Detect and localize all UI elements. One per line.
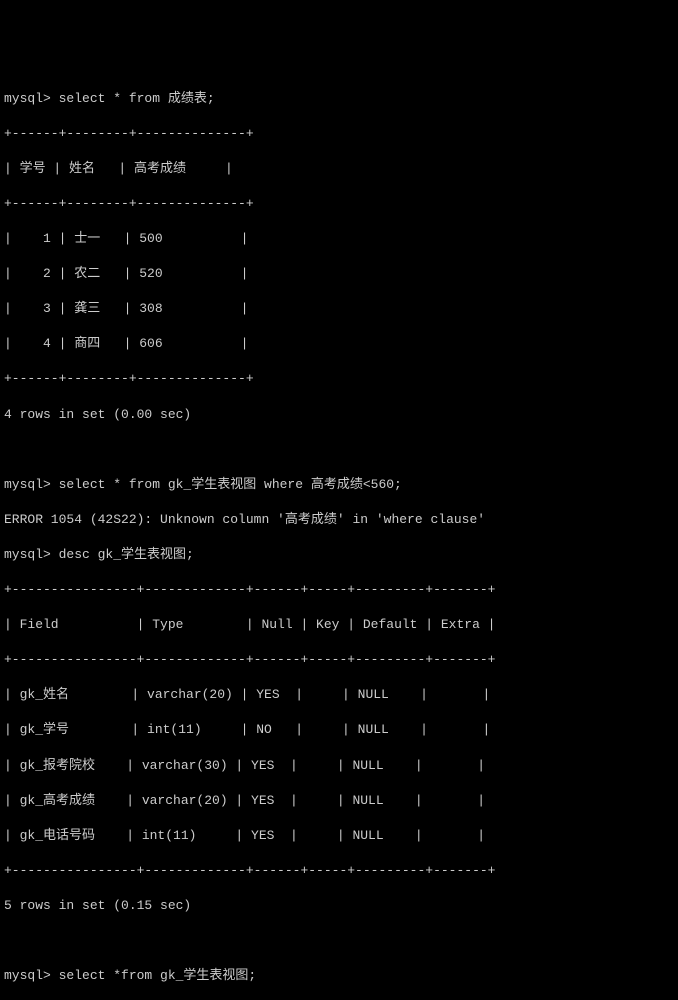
table-border: +------+--------+--------------+ [4, 195, 674, 213]
terminal-output: mysql> select * from 成绩表; +------+------… [4, 72, 674, 1000]
table-row: | gk_报考院校 | varchar(30) | YES | | NULL |… [4, 757, 674, 775]
table-row: | gk_学号 | int(11) | NO | | NULL | | [4, 721, 674, 739]
query-line: mysql> select *from gk_学生表视图; [4, 967, 674, 985]
table-header: | 学号 | 姓名 | 高考成绩 | [4, 160, 674, 178]
query-line: mysql> desc gk_学生表视图; [4, 546, 674, 564]
table-row: | 2 | 农二 | 520 | [4, 265, 674, 283]
query-line: mysql> select * from gk_学生表视图 where 高考成绩… [4, 476, 674, 494]
table-row: | gk_姓名 | varchar(20) | YES | | NULL | | [4, 686, 674, 704]
blank-line [4, 932, 674, 950]
table-row: | 3 | 龚三 | 308 | [4, 300, 674, 318]
table-border: +------+--------+--------------+ [4, 125, 674, 143]
table-border: +----------------+-------------+------+-… [4, 651, 674, 669]
table-border: +------+--------+--------------+ [4, 370, 674, 388]
result-footer: 4 rows in set (0.00 sec) [4, 406, 674, 424]
result-footer: 5 rows in set (0.15 sec) [4, 897, 674, 915]
table-row: | 4 | 商四 | 606 | [4, 335, 674, 353]
query-line: mysql> select * from 成绩表; [4, 90, 674, 108]
blank-line [4, 441, 674, 459]
table-row: | gk_高考成绩 | varchar(20) | YES | | NULL |… [4, 792, 674, 810]
error-line: ERROR 1054 (42S22): Unknown column '高考成绩… [4, 511, 674, 529]
table-header: | Field | Type | Null | Key | Default | … [4, 616, 674, 634]
table-row: | gk_电话号码 | int(11) | YES | | NULL | | [4, 827, 674, 845]
table-border: +----------------+-------------+------+-… [4, 581, 674, 599]
table-border: +----------------+-------------+------+-… [4, 862, 674, 880]
table-row: | 1 | 士一 | 500 | [4, 230, 674, 248]
